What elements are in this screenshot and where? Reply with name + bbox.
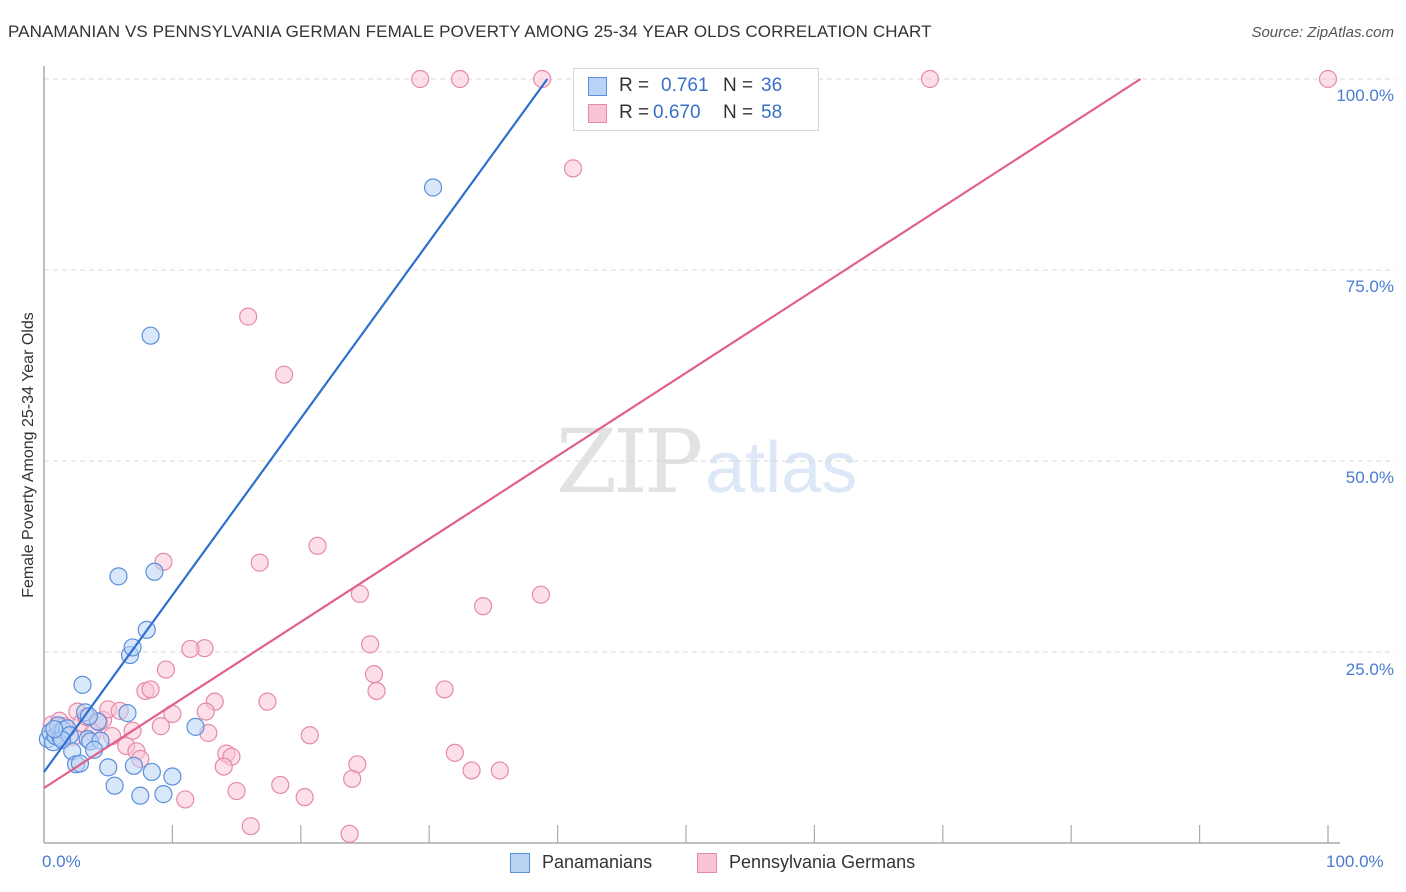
y-axis-label: Female Poverty Among 25-34 Year Olds — [20, 312, 37, 598]
blue-swatch-icon — [588, 76, 607, 96]
r-value: 0.670 — [653, 102, 701, 123]
data-point — [141, 326, 160, 345]
data-point — [490, 761, 509, 780]
y-tick-75: 75.0% — [1345, 277, 1394, 296]
data-point — [258, 692, 277, 711]
legend-item-panamanians[interactable]: Panamanians — [510, 852, 652, 873]
n-value: 58 — [761, 102, 783, 123]
stats-row-pennsylvania-germans: R = 0.670 N = 58 — [588, 101, 782, 125]
n-label: N = — [723, 75, 754, 96]
x-tick-0: 0.0% — [42, 852, 81, 871]
stats-legend: R = 0.761 N = 36 R = 0.670 N = 58 — [573, 68, 819, 131]
data-point — [300, 726, 319, 745]
source-label: Source: ZipAtlas.com — [1251, 24, 1394, 41]
data-point — [271, 775, 290, 795]
data-point — [435, 680, 454, 699]
data-point — [239, 307, 258, 326]
data-point — [141, 680, 160, 699]
data-point — [275, 365, 294, 384]
data-point — [450, 69, 470, 89]
pennsylvania-germans-points — [42, 69, 1338, 843]
data-point — [99, 758, 118, 777]
data-point — [241, 817, 260, 836]
legend-label: Pennsylvania Germans — [729, 852, 916, 872]
data-point — [531, 585, 551, 604]
r-value: 0.761 — [661, 75, 709, 96]
data-point — [1318, 69, 1338, 89]
data-point — [131, 786, 150, 805]
data-point — [340, 824, 359, 843]
data-point — [343, 769, 362, 788]
n-label: N = — [723, 102, 754, 123]
legend-item-pennsylvania-germans[interactable]: Pennsylvania Germans — [697, 852, 915, 873]
pennsylvania-germans-trend-line — [43, 78, 1142, 789]
data-point — [176, 790, 195, 809]
data-point — [186, 717, 205, 736]
data-point — [474, 597, 493, 616]
data-point — [350, 584, 369, 604]
data-point — [367, 681, 386, 701]
r-label: R = — [619, 75, 650, 96]
x-tick-100: 100.0% — [1326, 852, 1384, 871]
data-point — [181, 639, 200, 659]
pink-swatch-icon — [697, 852, 717, 873]
data-point — [145, 562, 164, 581]
data-point — [423, 178, 443, 197]
blue-swatch-icon — [510, 852, 530, 873]
pink-swatch-icon — [588, 103, 607, 123]
data-point — [462, 761, 481, 780]
data-point — [563, 159, 583, 178]
legend-label: Panamanians — [542, 852, 653, 872]
data-point — [214, 757, 233, 776]
panamanians-trend-line — [43, 78, 549, 773]
data-point — [411, 69, 430, 89]
data-point — [227, 781, 246, 801]
data-point — [142, 762, 161, 782]
data-point — [79, 707, 99, 726]
y-tick-100: 100.0% — [1336, 86, 1394, 105]
data-point — [445, 743, 464, 762]
data-point — [154, 785, 173, 804]
data-point — [124, 756, 143, 775]
r-label: R = — [619, 102, 650, 123]
data-point — [156, 660, 176, 679]
data-point — [151, 717, 170, 736]
data-point — [118, 704, 137, 723]
data-point — [196, 702, 215, 721]
y-tick-50: 50.0% — [1345, 468, 1394, 487]
data-point — [361, 635, 380, 654]
data-point — [163, 767, 182, 786]
data-point — [109, 567, 128, 586]
n-value: 36 — [761, 75, 783, 96]
data-point — [73, 675, 92, 694]
data-point — [295, 788, 314, 807]
data-point — [364, 665, 384, 684]
data-point — [250, 553, 269, 572]
data-point — [920, 69, 940, 89]
data-point — [45, 720, 64, 739]
stats-row-panamanians: R = 0.761 N = 36 — [588, 74, 782, 98]
gridlines — [44, 78, 1395, 653]
y-tick-25: 25.0% — [1345, 660, 1394, 679]
data-point — [308, 536, 327, 555]
trend-lines — [43, 78, 1142, 789]
data-point — [105, 776, 124, 795]
axes — [43, 66, 1340, 844]
chart-title: PANAMANIAN VS PENNSYLVANIA GERMAN FEMALE… — [8, 22, 932, 41]
